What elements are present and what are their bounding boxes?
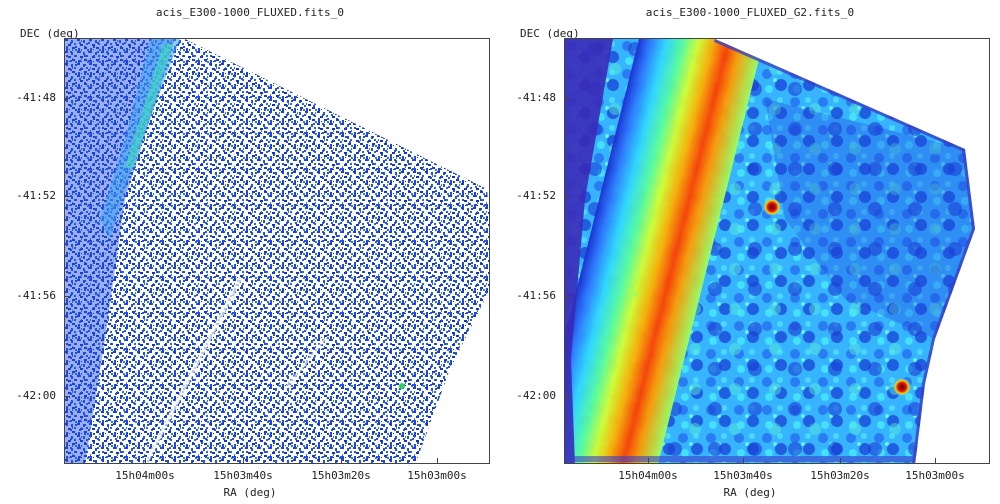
x-axis-label: RA (deg) [723, 486, 777, 499]
x-tick-label: 15h04m00s [115, 469, 175, 482]
x-tick-label: 15h03m40s [713, 469, 773, 482]
panel-title: acis_E300-1000_FLUXED.fits_0 [155, 6, 345, 19]
y-tick-mark [564, 196, 570, 197]
x-axis-label: RA (deg) [223, 486, 277, 499]
image-frame[interactable] [64, 38, 490, 464]
left-image-panel: acis_E300-1000_FLUXED.fits_0 DEC (deg) [16, 6, 490, 499]
y-axis-label: DEC (deg) [520, 27, 580, 40]
x-tick-mark [743, 458, 744, 464]
x-tick-mark [840, 458, 841, 464]
y-tick-mark [64, 98, 70, 99]
y-tick-label: -42:00 [516, 389, 556, 402]
y-tick-mark [64, 296, 70, 297]
y-tick-mark [64, 396, 70, 397]
x-tick-label: 15h03m20s [810, 469, 870, 482]
y-tick-label: -41:48 [16, 91, 56, 104]
x-tick-label: 15h03m00s [407, 469, 467, 482]
x-tick-mark [437, 458, 438, 464]
y-tick-label: -42:00 [16, 389, 56, 402]
x-tick-label: 15h03m00s [905, 469, 965, 482]
y-tick-label: -41:52 [16, 189, 56, 202]
y-tick-mark [564, 98, 570, 99]
x-tick-label: 15h03m40s [213, 469, 273, 482]
image-frame[interactable] [564, 38, 990, 464]
right-image-panel: acis_E300-1000_FLUXED_G2.fits_0 DEC (deg… [500, 0, 1000, 504]
x-tick-mark [341, 458, 342, 464]
y-tick-mark [64, 196, 70, 197]
y-tick-mark [564, 296, 570, 297]
y-tick-mark [564, 396, 570, 397]
raw-counts-image [65, 39, 489, 463]
panel-title: acis_E300-1000_FLUXED_G2.fits_0 [645, 6, 855, 19]
smoothed-image [565, 39, 975, 463]
y-tick-label: -41:56 [16, 289, 56, 302]
y-tick-label: -41:48 [516, 91, 556, 104]
y-tick-label: -41:52 [516, 189, 556, 202]
x-tick-label: 15h04m00s [618, 469, 678, 482]
x-tick-mark [243, 458, 244, 464]
x-tick-label: 15h03m20s [311, 469, 371, 482]
y-tick-label: -41:56 [516, 289, 556, 302]
x-tick-mark [935, 458, 936, 464]
x-tick-mark [648, 458, 649, 464]
x-tick-mark [145, 458, 146, 464]
y-axis-label: DEC (deg) [20, 27, 80, 40]
